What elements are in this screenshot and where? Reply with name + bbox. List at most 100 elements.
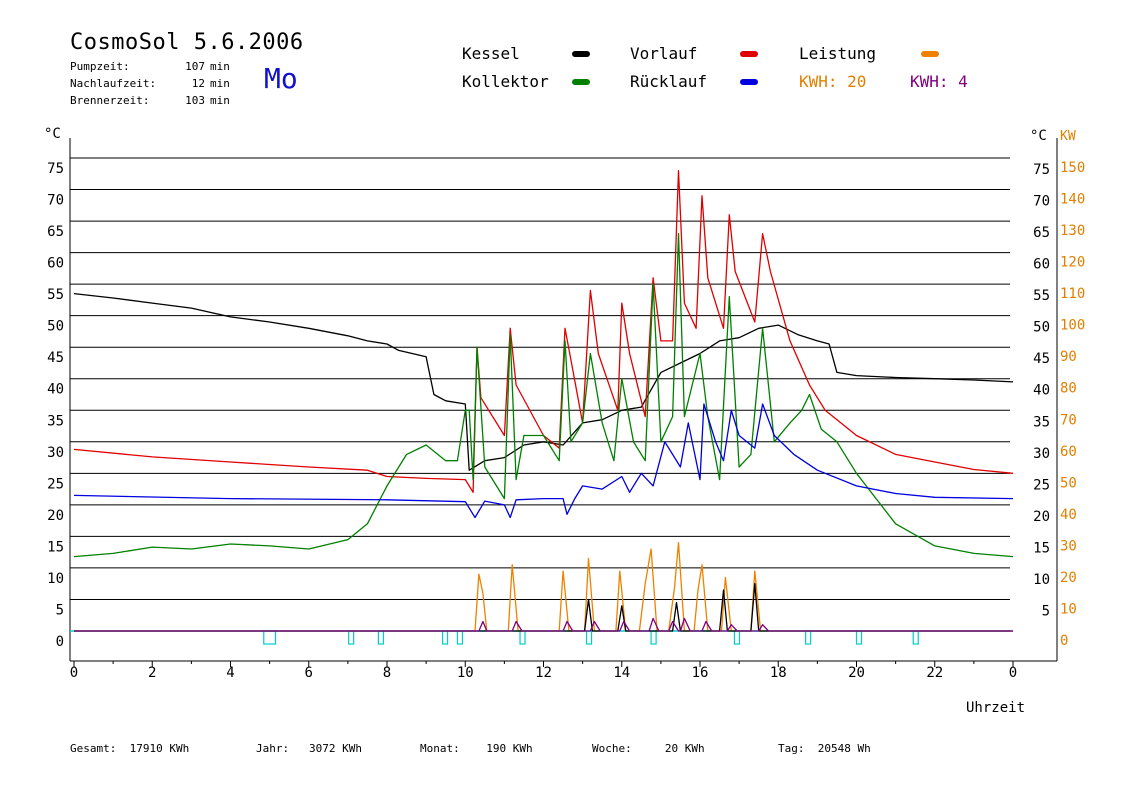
y-tick-label-right-c: 5 [1042, 603, 1050, 619]
y-tick-label-left: 50 [47, 319, 64, 335]
y-tick-label-left: 35 [47, 413, 64, 429]
y-tick-label-left: 70 [47, 193, 64, 209]
stat-value: 12 [191, 77, 205, 90]
series-kollektor-line [73, 233, 1014, 558]
y-tick-label-right-c: 25 [1033, 477, 1050, 493]
legend-swatch [572, 51, 590, 57]
legend-swatch [740, 79, 758, 85]
stat-value: 107 [185, 60, 205, 73]
y-tick-label-left: 40 [47, 382, 64, 398]
legend-swatch [921, 51, 939, 57]
y-tick-label-right-c: 70 [1033, 194, 1050, 210]
legend-swatch [740, 51, 758, 57]
kwh-brenner: KWH: 4 [910, 72, 968, 91]
y-tick-label-left: 30 [47, 445, 64, 461]
x-tick-label: 0 [1009, 665, 1017, 681]
y-tick-label-left: 55 [47, 287, 64, 303]
y-tick-label-left: 75 [47, 161, 64, 177]
y-tick-label-right-kw: 80 [1060, 381, 1077, 397]
legend-label: Kollektor [462, 72, 549, 91]
kwh-solar: KWH: 20 [799, 72, 867, 91]
y-tick-label-right-kw: 50 [1060, 475, 1077, 491]
series-r-cklauf-line [73, 403, 1014, 519]
stat-label: Nachlaufzeit: [70, 77, 157, 90]
pump-marker [855, 630, 863, 645]
stat-unit: min [210, 94, 230, 107]
y-tick-label-left: 25 [47, 476, 64, 492]
total-label: Gesamt: [70, 742, 117, 755]
total-monat: Monat: 190 KWh [420, 742, 533, 755]
x-tick-label: 22 [926, 665, 943, 681]
y-tick-label-left: 20 [47, 508, 64, 524]
y-tick-label-right-c: 65 [1033, 225, 1050, 241]
pump-marker [456, 630, 464, 645]
weekday-label: Mo [264, 62, 298, 95]
pump-marker [733, 630, 741, 645]
y-tick-label-right-kw: 140 [1060, 192, 1085, 208]
legend-item-kollektor: Kollektor [462, 72, 590, 91]
legend-label: Vorlauf [630, 44, 698, 63]
y-tick-label-left: 60 [47, 256, 64, 272]
y-tick-label-right-kw: 120 [1060, 255, 1085, 271]
pump-marker [805, 630, 812, 645]
y-axis-unit-left: °C [44, 126, 61, 142]
y-tick-label-right-c: 40 [1033, 383, 1050, 399]
total-value: 190 KWh [486, 742, 533, 755]
legend-item-vorlauf: Vorlauf [630, 44, 758, 63]
stat-row: Nachlaufzeit: 12 min [70, 75, 230, 92]
y-tick-label-left: 45 [47, 350, 64, 366]
y-tick-label-right-kw: 110 [1060, 286, 1085, 302]
y-tick-label-right-kw: 20 [1060, 570, 1077, 586]
pump-marker [263, 630, 277, 645]
x-tick-label: 2 [148, 665, 156, 681]
total-label: Tag: [778, 742, 805, 755]
stat-row: Pumpzeit: 107 min [70, 58, 230, 75]
legend-item-kessel: Kessel [462, 44, 590, 63]
y-tick-label-right-c: 55 [1033, 288, 1050, 304]
stat-label: Brennerzeit: [70, 94, 150, 107]
y-tick-label-left: 5 [56, 602, 64, 618]
pump-marker [348, 630, 355, 645]
legend-label: Leistung [799, 44, 877, 63]
y-tick-label-right-kw: 60 [1060, 444, 1077, 460]
y-tick-label-right-kw: 100 [1060, 318, 1085, 334]
total-label: Monat: [420, 742, 460, 755]
pump-marker [585, 630, 593, 645]
y-tick-label-right-c: 15 [1033, 540, 1050, 556]
stat-row: Brennerzeit: 103 min [70, 92, 230, 109]
legend-swatch [572, 79, 590, 85]
series-vorlauf-line [73, 169, 1014, 493]
page-title: CosmoSol 5.6.2006 [70, 30, 304, 55]
stat-unit: min [210, 77, 230, 90]
y-tick-label-right-kw: 90 [1060, 349, 1077, 365]
stat-unit: min [210, 60, 230, 73]
total-value: 20 KWh [664, 742, 705, 755]
x-tick-label: 18 [770, 665, 787, 681]
x-tick-label: 0 [70, 665, 78, 681]
pump-marker [441, 630, 449, 645]
x-tick-label: 20 [848, 665, 865, 681]
pump-marker [377, 630, 384, 645]
legend-item-ruecklauf: Rücklauf [630, 72, 758, 91]
y-tick-label-right-kw: 10 [1060, 601, 1077, 617]
total-value: 3072 KWh [309, 742, 362, 755]
total-tag: Tag: 20548 Wh [778, 742, 871, 755]
y-tick-label-right-kw: 150 [1060, 160, 1085, 176]
y-tick-label-right-c: 35 [1033, 414, 1050, 430]
y-tick-label-right-kw: 40 [1060, 507, 1077, 523]
x-tick-label: 10 [457, 665, 474, 681]
y-tick-label-left: 10 [47, 571, 64, 587]
total-gesamt: Gesamt: 17910 KWh [70, 742, 189, 755]
total-value: 20548 Wh [817, 742, 871, 755]
x-axis-label: Uhrzeit [966, 700, 1026, 716]
legend-label: Kessel [462, 44, 520, 63]
y-tick-label-left: 0 [56, 634, 64, 650]
y-tick-label-right-c: 50 [1033, 320, 1050, 336]
y-tick-label-right-c: 30 [1033, 446, 1050, 462]
series-leistung-line [74, 542, 1013, 632]
x-tick-label: 8 [383, 665, 391, 681]
total-jahr: Jahr: 3072 KWh [256, 742, 362, 755]
y-tick-label-right-kw: 70 [1060, 412, 1077, 428]
stat-label: Pumpzeit: [70, 60, 130, 73]
